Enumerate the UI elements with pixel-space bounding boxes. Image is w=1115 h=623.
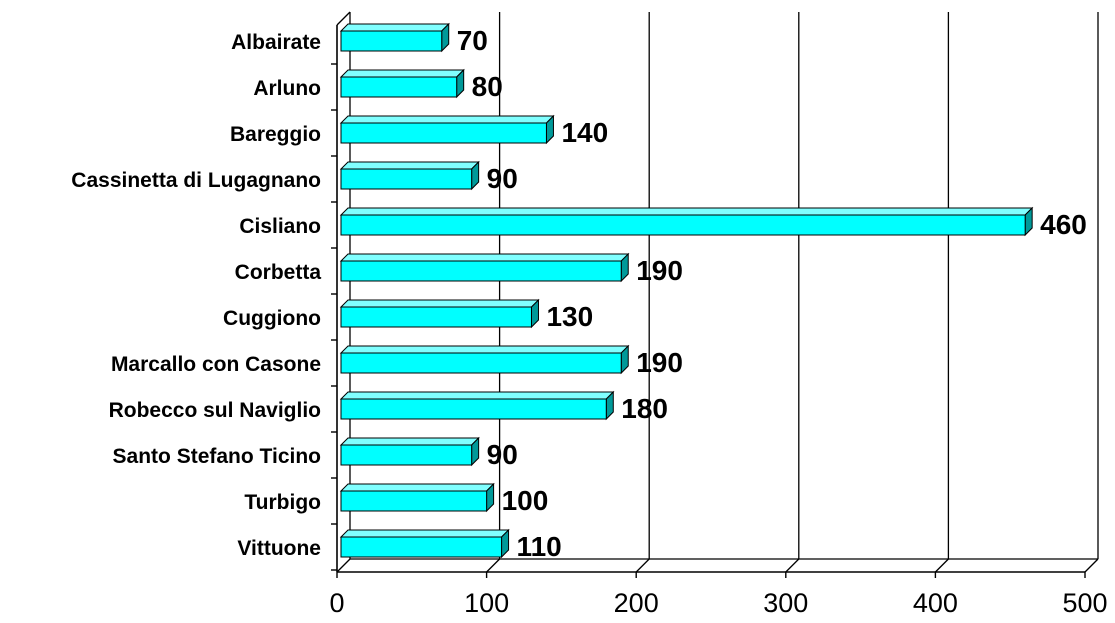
bar-front-8 (340, 398, 607, 420)
bar-front-6 (340, 306, 532, 328)
bar-front-0 (340, 30, 443, 52)
value-label-0: 70 (457, 25, 488, 56)
category-label-0: Albairate (231, 31, 321, 54)
category-label-11: Vittuone (237, 537, 321, 560)
bar-1 (339, 68, 465, 99)
value-label-4: 460 (1040, 209, 1087, 240)
axis-layer: 0 100 200 300 400 500 (329, 25, 1108, 618)
floor-diagonal-0 (336, 558, 351, 573)
bar-front-7 (340, 352, 622, 374)
bar-top-5 (339, 253, 630, 262)
value-label-2: 140 (561, 117, 608, 148)
floor-diagonal-500 (1084, 558, 1099, 573)
bar-6 (339, 298, 540, 329)
value-label-8: 180 (621, 393, 668, 424)
bar-top-3 (339, 161, 480, 170)
bar-front-11 (340, 536, 503, 558)
bar-front-10 (340, 490, 488, 512)
x-tick-label-100: 100 (464, 588, 509, 618)
category-label-7: Marcallo con Casone (111, 353, 321, 376)
category-label-8: Robecco sul Naviglio (109, 399, 321, 422)
value-label-9: 90 (487, 439, 518, 470)
bar-7 (339, 344, 630, 375)
category-label-6: Cuggiono (223, 307, 321, 330)
bar-top-8 (339, 391, 615, 400)
category-label-9: Santo Stefano Ticino (113, 445, 321, 468)
bar-front-4 (340, 214, 1026, 236)
value-label-5: 190 (636, 255, 683, 286)
bar-11 (339, 528, 510, 559)
bar-top-0 (339, 23, 450, 32)
category-label-4: Cisliano (239, 215, 321, 238)
bar-front-5 (340, 260, 622, 282)
bar-8 (339, 390, 615, 421)
floor-diagonal-200 (635, 558, 650, 573)
category-label-10: Turbigo (244, 491, 321, 514)
bar-layer (339, 22, 1034, 559)
x-tick-label-0: 0 (329, 588, 344, 618)
x-tick-label-300: 300 (763, 588, 808, 618)
wall-top-diagonal (336, 11, 351, 26)
label-layer: Albairate 70 Arluno 80 Bareggio 140 Cassinetta… (71, 25, 1087, 562)
bar-0 (339, 22, 450, 53)
bar-top-4 (339, 207, 1034, 216)
floor-diagonal-100 (486, 558, 501, 573)
value-label-11: 110 (517, 531, 562, 562)
category-label-5: Corbetta (235, 261, 322, 284)
bar-top-7 (339, 345, 630, 354)
value-label-1: 80 (472, 71, 503, 102)
bar-top-10 (339, 483, 495, 492)
value-label-10: 100 (502, 485, 549, 516)
floor-diagonal-300 (785, 558, 800, 573)
x-tick-label-500: 500 (1062, 588, 1107, 618)
category-label-1: Arluno (253, 77, 321, 100)
floor-diagonal-400 (934, 558, 949, 573)
x-tick-label-400: 400 (913, 588, 958, 618)
category-label-3: Cassinetta di Lugagnano (71, 169, 321, 192)
bar-front-1 (340, 76, 458, 98)
x-tick-label-200: 200 (614, 588, 659, 618)
bar-top-11 (339, 529, 510, 538)
bar-10 (339, 482, 495, 513)
bar-9 (339, 436, 480, 467)
bar-front-2 (340, 122, 547, 144)
category-label-2: Bareggio (230, 123, 321, 146)
bar-2 (339, 114, 555, 145)
bar-top-6 (339, 299, 540, 308)
bar-front-3 (340, 168, 473, 190)
bar-3 (339, 160, 480, 191)
value-label-6: 130 (546, 301, 593, 332)
bar-top-9 (339, 437, 480, 446)
bar-front-9 (340, 444, 473, 466)
value-label-3: 90 (487, 163, 518, 194)
value-label-7: 190 (636, 347, 683, 378)
bar-4 (339, 206, 1034, 237)
bar-top-1 (339, 69, 465, 78)
bar-5 (339, 252, 630, 283)
grid-layer (336, 11, 1099, 573)
bar-top-2 (339, 115, 555, 124)
